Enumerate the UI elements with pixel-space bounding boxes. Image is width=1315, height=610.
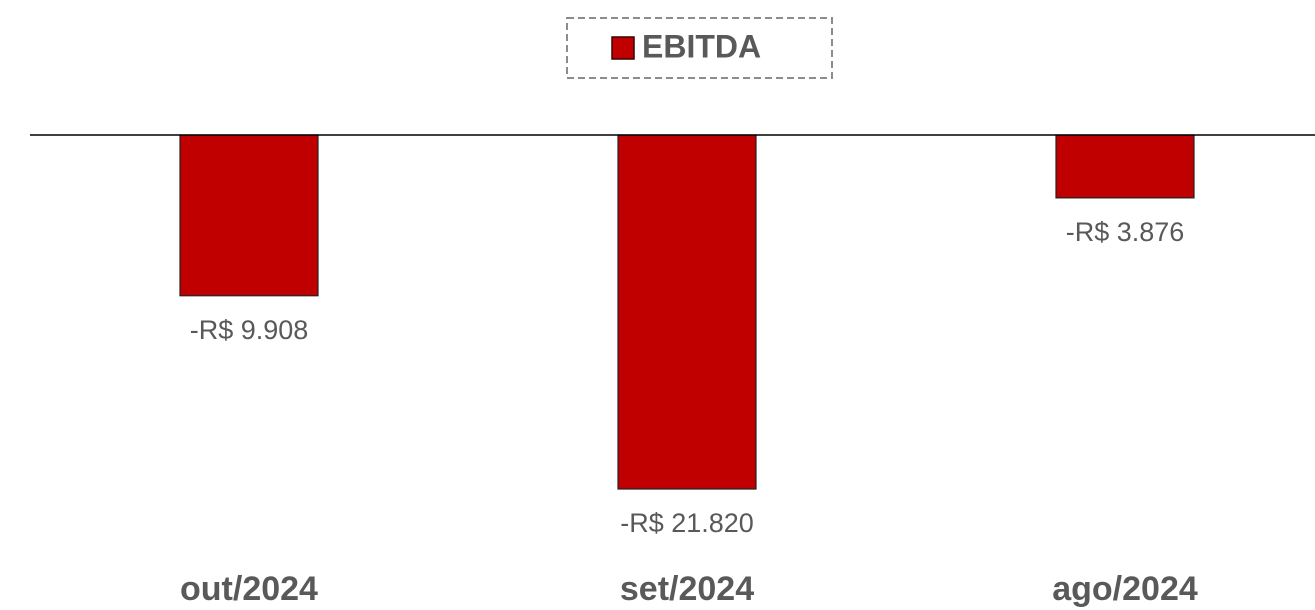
value-label: -R$ 21.820 — [620, 508, 754, 538]
value-label: -R$ 3.876 — [1066, 217, 1185, 247]
legend-label: EBITDA — [642, 28, 761, 64]
bar — [179, 134, 319, 297]
value-label: -R$ 9.908 — [190, 315, 309, 345]
legend-box — [566, 17, 833, 79]
bar — [1055, 134, 1195, 199]
x-tick-label: ago/2024 — [1052, 570, 1198, 608]
x-tick-label: set/2024 — [620, 570, 754, 608]
bar — [617, 134, 757, 490]
x-tick-label: out/2024 — [180, 570, 318, 608]
legend-swatch — [611, 36, 635, 60]
